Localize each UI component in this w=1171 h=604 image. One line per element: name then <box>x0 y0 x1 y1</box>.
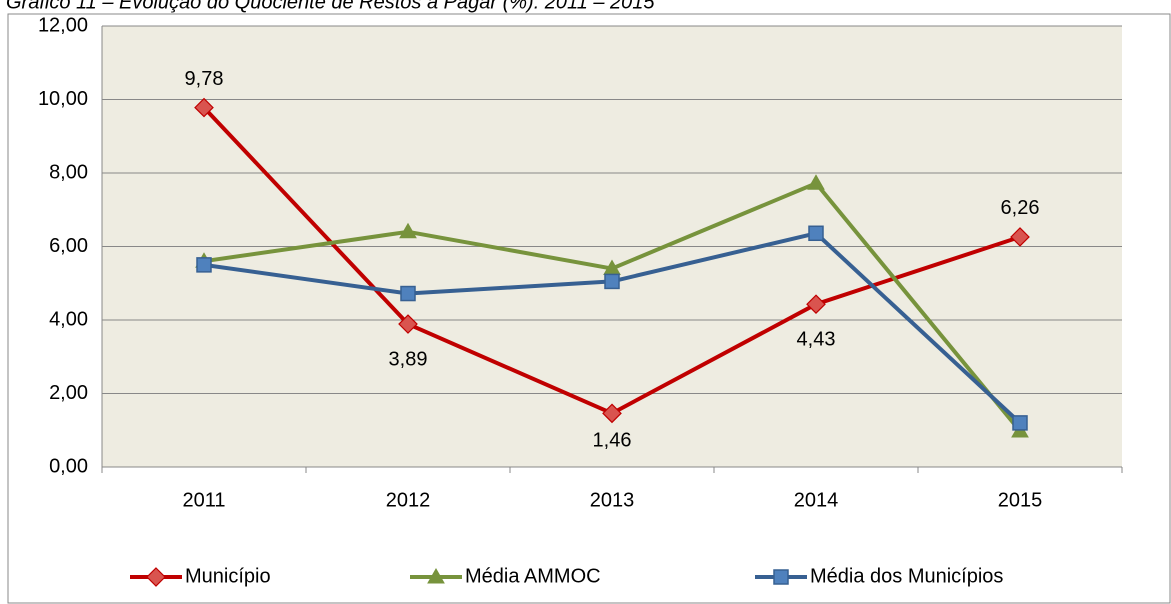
data-label: 4,43 <box>797 328 836 350</box>
data-label: 9,78 <box>185 68 224 90</box>
legend-marker <box>427 567 445 584</box>
data-label: 1,46 <box>593 430 632 452</box>
marker <box>602 403 622 424</box>
marker <box>398 314 418 334</box>
marker <box>806 294 826 315</box>
y-tick-label: 12,00 <box>38 14 88 36</box>
marker <box>1012 415 1028 431</box>
data-label: 3,89 <box>389 348 428 370</box>
legend-label: Média AMMOC <box>465 565 601 587</box>
marker <box>194 97 214 118</box>
chart-title: Gráfico 11 – Evolução do Quociente de Re… <box>6 0 655 13</box>
marker <box>400 285 416 302</box>
marker <box>196 257 212 273</box>
x-tick-label: 2013 <box>590 489 635 511</box>
legend-marker <box>146 567 166 587</box>
marker <box>1010 227 1030 247</box>
y-tick-label: 0,00 <box>49 455 88 477</box>
x-tick-label: 2015 <box>998 489 1043 511</box>
x-tick-label: 2011 <box>182 489 225 511</box>
x-tick-label: 2014 <box>794 489 839 511</box>
marker <box>807 174 825 190</box>
data-label: 6,26 <box>1001 197 1040 219</box>
y-tick-label: 8,00 <box>49 161 88 183</box>
marker <box>808 225 824 242</box>
marker <box>604 273 620 290</box>
y-tick-label: 4,00 <box>49 308 88 330</box>
y-tick-label: 10,00 <box>38 88 88 110</box>
x-tick-label: 2012 <box>386 489 431 511</box>
legend-label: Município <box>185 565 271 587</box>
y-tick-label: 2,00 <box>49 382 88 404</box>
marker <box>399 222 417 239</box>
legend-label: Média dos Municípios <box>810 565 1003 587</box>
y-tick-label: 6,00 <box>49 235 88 257</box>
legend-marker <box>773 569 789 585</box>
